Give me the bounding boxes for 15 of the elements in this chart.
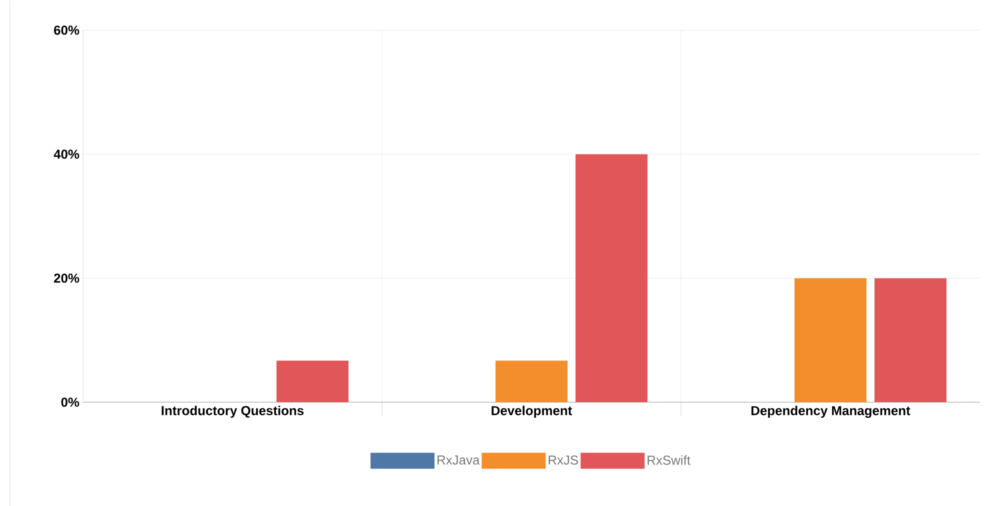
y-tick-label: 0% — [61, 397, 80, 407]
bar — [874, 278, 947, 402]
bar — [276, 360, 349, 402]
y-tick-label: 20% — [54, 273, 80, 283]
x-tick-label: Introductory Questions — [162, 406, 304, 418]
legend-label: RxJS — [548, 455, 578, 464]
legend-label: RxJava — [438, 455, 480, 464]
legend-label: RxSwift — [648, 455, 690, 465]
y-tick-label: 60% — [54, 25, 80, 35]
bar — [794, 278, 866, 402]
x-tick-label: Dependency Management — [751, 406, 910, 418]
bar — [576, 154, 648, 402]
x-tick-label: Development — [492, 406, 572, 418]
bar — [496, 360, 568, 402]
y-tick-label: 40% — [54, 149, 80, 159]
